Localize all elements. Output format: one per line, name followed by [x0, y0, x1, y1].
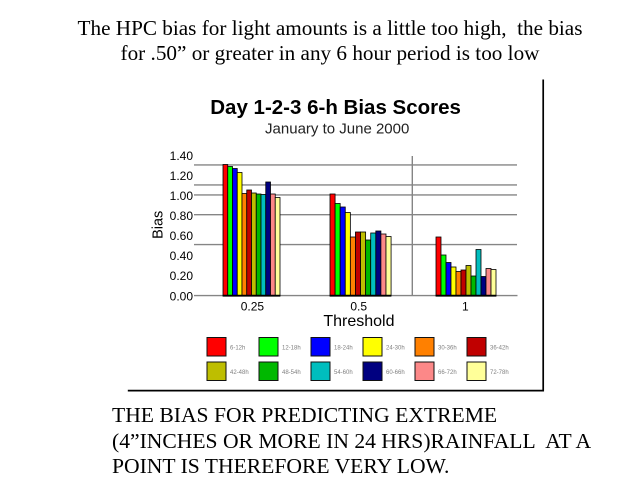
svg-text:0.00: 0.00 [170, 289, 194, 303]
svg-text:Bias: Bias [150, 211, 166, 239]
svg-text:0.40: 0.40 [170, 249, 194, 263]
svg-text:1.40: 1.40 [170, 149, 194, 163]
svg-text:0.80: 0.80 [170, 209, 194, 223]
svg-text:12-18h: 12-18h [282, 346, 301, 352]
svg-text:72-78h: 72-78h [490, 370, 509, 376]
svg-text:60-66h: 60-66h [386, 370, 405, 376]
svg-text:January to June 2000: January to June 2000 [265, 120, 409, 137]
svg-text:36-42h: 36-42h [490, 346, 509, 352]
svg-text:1: 1 [462, 299, 469, 313]
svg-text:1.20: 1.20 [170, 169, 194, 183]
svg-text:0.5: 0.5 [350, 299, 367, 313]
svg-text:54-60h: 54-60h [334, 370, 353, 376]
svg-text:1.00: 1.00 [170, 189, 194, 203]
svg-text:24-30h: 24-30h [386, 346, 405, 352]
svg-text:48-54h: 48-54h [282, 370, 301, 376]
svg-text:0.20: 0.20 [170, 269, 194, 283]
svg-text:66-72h: 66-72h [438, 370, 457, 376]
svg-text:18-24h: 18-24h [334, 346, 353, 352]
svg-text:0.60: 0.60 [170, 229, 194, 243]
svg-text:0.25: 0.25 [241, 299, 265, 313]
svg-text:Day 1-2-3 6-h Bias Scores: Day 1-2-3 6-h Bias Scores [210, 96, 461, 119]
svg-text:42-48h: 42-48h [230, 370, 249, 376]
svg-text:30-36h: 30-36h [438, 346, 457, 352]
svg-text:6-12h: 6-12h [230, 346, 245, 352]
svg-text:Threshold: Threshold [323, 313, 394, 330]
